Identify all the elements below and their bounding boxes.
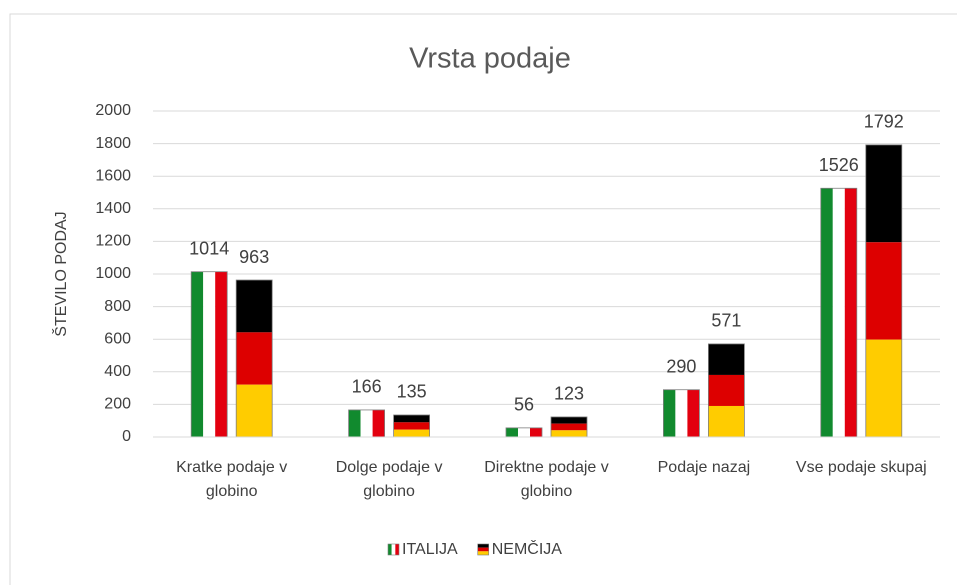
flag-stripe [551, 416, 587, 424]
flag-stripe [675, 389, 688, 437]
flag-stripe [236, 332, 273, 385]
y-tick-label: 400 [104, 363, 131, 380]
flag-stripe [551, 430, 587, 437]
flag-stripe [360, 409, 373, 437]
x-tick-label: Dolge podaje v globino [335, 459, 443, 500]
legend-swatch [387, 543, 400, 556]
flag-stripe [477, 547, 489, 552]
x-tick-label: Direktne podaje v globino [484, 459, 609, 500]
flag-stripe [687, 389, 700, 437]
flag-stripe [708, 343, 745, 375]
bar-group [820, 187, 858, 438]
flag-stripe [391, 544, 396, 555]
bar-group [708, 343, 745, 438]
flag-stripe [393, 429, 430, 437]
bar-group [865, 144, 903, 438]
flag-stripe [506, 427, 518, 437]
y-tick-label: 2000 [95, 102, 131, 119]
data-label: 56 [514, 395, 534, 415]
flag-stripe [203, 271, 216, 437]
bar-group [348, 409, 386, 438]
data-label: 135 [397, 382, 427, 402]
bar-group [393, 414, 431, 438]
y-axis-label: ŠTEVILO PODAJ [51, 211, 70, 336]
flag-stripe [551, 423, 587, 431]
y-tick-label: 1800 [95, 135, 131, 152]
chart-border [9, 13, 957, 585]
y-tick-label: 200 [104, 396, 131, 413]
flag-stripe [372, 409, 385, 437]
x-tick-label: Kratke podaje v globino [176, 459, 288, 500]
x-tick-label: Podaje nazaj [657, 459, 751, 476]
flag-stripe [865, 144, 902, 243]
flag-stripe [844, 188, 857, 437]
data-label: 123 [554, 384, 584, 404]
flag-stripe [865, 339, 902, 437]
flag-stripe [477, 544, 489, 548]
data-label: 963 [239, 247, 269, 267]
flag-stripe [477, 551, 489, 555]
legend-swatch [477, 543, 490, 556]
flag-stripe [530, 427, 542, 437]
flag-stripe [708, 405, 745, 437]
flag-stripe [832, 188, 845, 437]
y-tick-label: 1200 [95, 233, 131, 250]
bar-group [550, 416, 588, 438]
flag-stripe [663, 389, 676, 437]
legend-item: NEMČIJA [477, 539, 563, 558]
data-label: 166 [352, 377, 382, 397]
flag-stripe [395, 544, 399, 555]
flag-stripe [348, 409, 361, 437]
legend-label: NEMČIJA [492, 539, 563, 558]
y-tick-label: 800 [104, 298, 131, 315]
flag-stripe [393, 414, 430, 423]
y-tick-label: 1000 [95, 265, 131, 282]
y-tick-label: 1600 [95, 167, 131, 184]
y-tick-label: 600 [104, 330, 131, 347]
y-tick-label: 0 [122, 428, 131, 445]
flag-stripe [820, 188, 833, 437]
legend-label: ITALIJA [402, 541, 458, 558]
flag-stripe [215, 271, 228, 437]
data-label: 1526 [819, 155, 859, 175]
legend-item: ITALIJA [387, 541, 458, 558]
data-label: 1792 [864, 112, 904, 132]
flag-stripe [236, 280, 273, 333]
chart-title: Vrsta podaje [409, 43, 571, 75]
flag-stripe [236, 384, 273, 437]
flag-stripe [191, 271, 204, 437]
bar-group [190, 271, 228, 438]
data-label: 290 [666, 356, 696, 376]
flag-stripe [865, 242, 902, 340]
flag-stripe [393, 422, 430, 430]
y-tick-label: 1400 [95, 200, 131, 217]
bar-group [505, 427, 543, 438]
data-label: 571 [711, 311, 741, 331]
flag-stripe [708, 374, 745, 406]
flag-stripe [518, 427, 530, 437]
flag-stripe [388, 544, 392, 555]
bar-group [235, 279, 273, 438]
bar-group [663, 389, 700, 438]
x-tick-label: Vse podaje skupaj [795, 459, 927, 476]
data-label: 1014 [189, 238, 229, 258]
